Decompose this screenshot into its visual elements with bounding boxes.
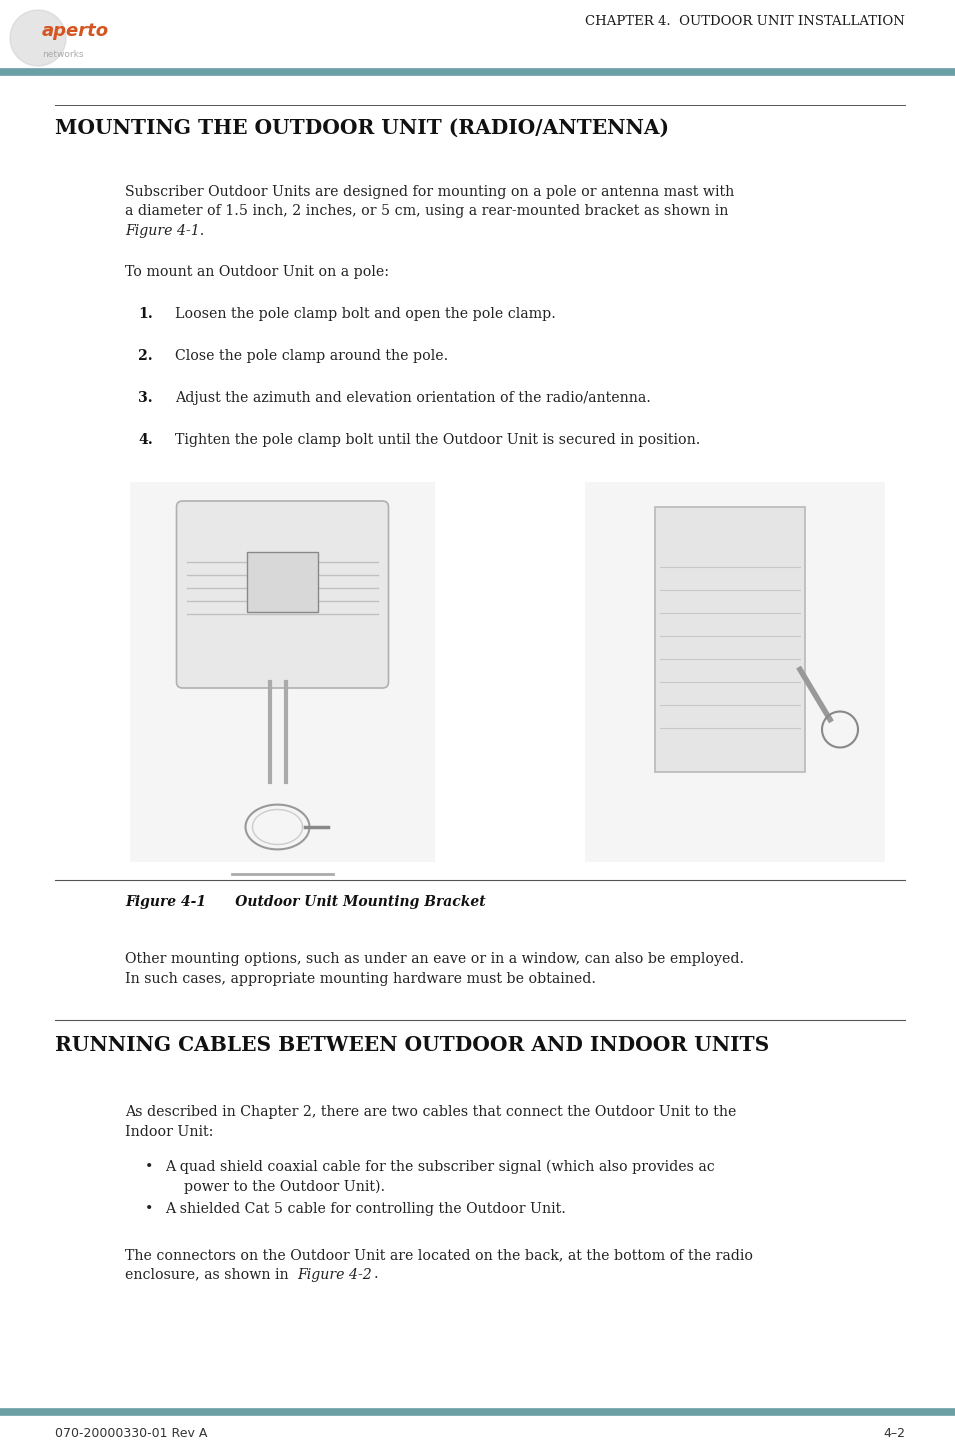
Text: Tighten the pole clamp bolt until the Outdoor Unit is secured in position.: Tighten the pole clamp bolt until the Ou… — [175, 433, 700, 448]
Text: 1.: 1. — [138, 308, 153, 321]
Bar — [585, 482, 885, 862]
Text: Other mounting options, such as under an eave or in a window, can also be employ: Other mounting options, such as under an… — [125, 952, 744, 966]
Text: •: • — [145, 1160, 154, 1174]
Text: a diameter of 1.5 inch, 2 inches, or 5 cm, using a rear-mounted bracket as shown: a diameter of 1.5 inch, 2 inches, or 5 c… — [125, 205, 729, 218]
Text: power to the Outdoor Unit).: power to the Outdoor Unit). — [184, 1180, 385, 1194]
Text: •: • — [145, 1201, 154, 1216]
Text: 4–2: 4–2 — [883, 1427, 905, 1440]
Text: 2.: 2. — [138, 349, 153, 362]
Text: aperto: aperto — [42, 22, 109, 40]
Bar — [130, 482, 435, 862]
Text: The connectors on the Outdoor Unit are located on the back, at the bottom of the: The connectors on the Outdoor Unit are l… — [125, 1248, 753, 1262]
Text: Figure 4-2: Figure 4-2 — [297, 1268, 371, 1281]
Polygon shape — [10, 10, 66, 66]
Text: networks: networks — [42, 51, 83, 59]
Text: Loosen the pole clamp bolt and open the pole clamp.: Loosen the pole clamp bolt and open the … — [175, 308, 556, 321]
Text: enclosure, as shown in: enclosure, as shown in — [125, 1268, 293, 1281]
Text: As described in Chapter 2, there are two cables that connect the Outdoor Unit to: As described in Chapter 2, there are two… — [125, 1105, 736, 1119]
Text: Indoor Unit:: Indoor Unit: — [125, 1125, 214, 1138]
Text: Figure 4-1      Outdoor Unit Mounting Bracket: Figure 4-1 Outdoor Unit Mounting Bracket — [125, 895, 486, 910]
FancyBboxPatch shape — [177, 501, 389, 687]
Text: 3.: 3. — [138, 391, 153, 404]
Text: CHAPTER 4.  OUTDOOR UNIT INSTALLATION: CHAPTER 4. OUTDOOR UNIT INSTALLATION — [585, 14, 905, 27]
Text: To mount an Outdoor Unit on a pole:: To mount an Outdoor Unit on a pole: — [125, 266, 389, 279]
Text: 070-20000330-01 Rev A: 070-20000330-01 Rev A — [55, 1427, 207, 1440]
Text: MOUNTING THE OUTDOOR UNIT (RADIO/ANTENNA): MOUNTING THE OUTDOOR UNIT (RADIO/ANTENNA… — [55, 118, 669, 139]
Text: A shielded Cat 5 cable for controlling the Outdoor Unit.: A shielded Cat 5 cable for controlling t… — [165, 1201, 566, 1216]
Text: Subscriber Outdoor Units are designed for mounting on a pole or antenna mast wit: Subscriber Outdoor Units are designed fo… — [125, 185, 734, 199]
Bar — [247, 552, 317, 612]
Text: RUNNING CABLES BETWEEN OUTDOOR AND INDOOR UNITS: RUNNING CABLES BETWEEN OUTDOOR AND INDOO… — [55, 1035, 769, 1056]
Text: Figure 4-1.: Figure 4-1. — [125, 224, 204, 238]
Text: 4.: 4. — [138, 433, 153, 448]
Text: A quad shield coaxial cable for the subscriber signal (which also provides ac: A quad shield coaxial cable for the subs… — [165, 1160, 714, 1174]
Text: .: . — [374, 1268, 378, 1281]
Text: Close the pole clamp around the pole.: Close the pole clamp around the pole. — [175, 349, 448, 362]
Text: In such cases, appropriate mounting hardware must be obtained.: In such cases, appropriate mounting hard… — [125, 972, 596, 985]
Bar — [655, 507, 805, 773]
Text: Adjust the azimuth and elevation orientation of the radio/antenna.: Adjust the azimuth and elevation orienta… — [175, 391, 651, 404]
